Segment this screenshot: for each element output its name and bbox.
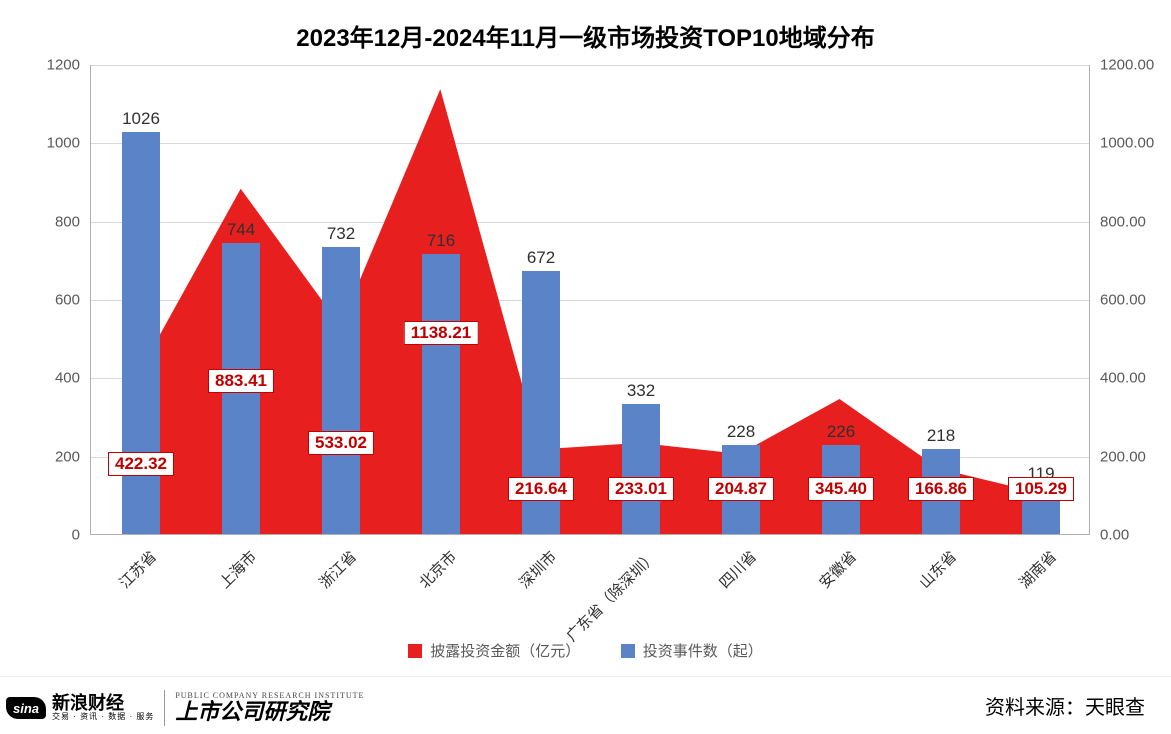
area-value-label: 1138.21 (404, 321, 479, 345)
x-axis-label: 上海市 (214, 546, 261, 593)
x-axis-label: 山东省 (914, 546, 961, 593)
bar-value-label: 228 (727, 422, 755, 442)
y-left-tick: 800 (20, 213, 80, 230)
bar-value-label: 672 (527, 248, 555, 268)
bar-series: 1026744732716672332228226218119 (91, 65, 1089, 534)
bar-value-label: 732 (327, 224, 355, 244)
y-left-tick: 0 (20, 527, 80, 544)
legend: 披露投资金额（亿元） 投资事件数（起） (0, 640, 1171, 663)
bar-value-label: 226 (827, 422, 855, 442)
area-value-label: 883.41 (208, 369, 274, 393)
bar-value-label: 744 (227, 220, 255, 240)
x-axis-label: 深圳市 (514, 546, 561, 593)
x-axis-label: 四川省 (714, 546, 761, 593)
y-right-tick: 1200.00 (1100, 57, 1171, 74)
x-axis-label: 广东省（除深圳） (561, 546, 661, 646)
sina-name: 新浪财经 (52, 694, 154, 712)
y-right-tick: 0.00 (1100, 527, 1171, 544)
bar-value-label: 218 (927, 426, 955, 446)
bar (422, 254, 460, 534)
x-axis-label: 湖南省 (1014, 546, 1061, 593)
area-value-label: 166.86 (908, 477, 974, 501)
y-left-tick: 600 (20, 292, 80, 309)
y-right-tick: 600.00 (1100, 292, 1171, 309)
area-value-label: 204.87 (708, 477, 774, 501)
bar (622, 404, 660, 534)
area-value-label: 533.02 (308, 431, 374, 455)
x-axis-label: 江苏省 (114, 546, 161, 593)
x-axis-label: 北京市 (414, 546, 461, 593)
sina-eye-icon: sina (6, 697, 46, 719)
legend-item-bar: 投资事件数（起） (621, 640, 763, 661)
bar-value-label: 332 (627, 381, 655, 401)
sina-logo: sina 新浪财经 交易 · 资讯 · 数据 · 服务 (6, 694, 154, 722)
chart-area: 1026744732716672332228226218119 422.3288… (90, 65, 1090, 585)
y-right-tick: 200.00 (1100, 448, 1171, 465)
plot-region: 1026744732716672332228226218119 422.3288… (90, 65, 1090, 535)
divider (164, 690, 165, 726)
legend-item-area: 披露投资金额（亿元） (408, 640, 580, 661)
chart-title: 2023年12月-2024年11月一级市场投资TOP10地域分布 (0, 18, 1171, 53)
y-left-tick: 1000 (20, 135, 80, 152)
legend-swatch (621, 644, 635, 658)
bar-value-label: 1026 (122, 109, 160, 129)
legend-label: 披露投资金额（亿元） (430, 640, 580, 661)
footer: sina 新浪财经 交易 · 资讯 · 数据 · 服务 PUBLIC COMPA… (0, 676, 1171, 734)
y-left-tick: 200 (20, 448, 80, 465)
institute-cn: 上市公司研究院 (175, 700, 364, 724)
legend-label: 投资事件数（起） (643, 640, 763, 661)
x-axis-label: 浙江省 (314, 546, 361, 593)
area-value-label: 105.29 (1008, 477, 1074, 501)
bar (322, 247, 360, 534)
sina-tagline: 交易 · 资讯 · 数据 · 服务 (52, 712, 154, 722)
y-right-tick: 400.00 (1100, 370, 1171, 387)
area-value-label: 216.64 (508, 477, 574, 501)
y-left-tick: 1200 (20, 57, 80, 74)
legend-swatch (408, 644, 422, 658)
footer-branding: sina 新浪财经 交易 · 资讯 · 数据 · 服务 PUBLIC COMPA… (6, 690, 364, 726)
area-value-label: 345.40 (808, 477, 874, 501)
institute-logo: PUBLIC COMPANY RESEARCH INSTITUTE 上市公司研究… (175, 692, 364, 724)
area-value-label: 233.01 (608, 477, 674, 501)
x-axis-label: 安徽省 (814, 546, 861, 593)
y-right-tick: 800.00 (1100, 213, 1171, 230)
y-left-tick: 400 (20, 370, 80, 387)
data-source: 资料来源：天眼查 (985, 691, 1145, 720)
area-value-label: 422.32 (108, 452, 174, 476)
y-right-tick: 1000.00 (1100, 135, 1171, 152)
bar-value-label: 716 (427, 231, 455, 251)
